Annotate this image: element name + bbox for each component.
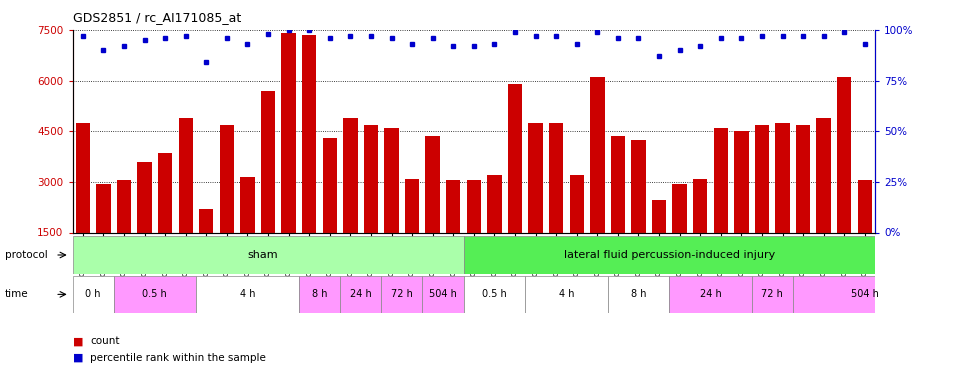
Bar <box>423 276 463 313</box>
Bar <box>611 136 625 283</box>
Bar <box>590 77 604 283</box>
Bar <box>754 124 769 283</box>
Bar <box>463 236 875 274</box>
Text: ■: ■ <box>73 336 83 346</box>
Bar <box>73 236 463 274</box>
Bar <box>179 118 193 283</box>
Bar <box>837 77 852 283</box>
Bar <box>467 180 481 283</box>
Text: protocol: protocol <box>5 250 47 260</box>
Bar <box>607 276 669 313</box>
Bar <box>196 276 299 313</box>
Text: 24 h: 24 h <box>699 290 721 299</box>
Bar <box>364 124 378 283</box>
Bar <box>75 123 90 283</box>
Bar <box>323 138 337 283</box>
Text: 0.5 h: 0.5 h <box>482 290 507 299</box>
Text: 72 h: 72 h <box>761 290 783 299</box>
Bar <box>425 136 440 283</box>
Bar <box>816 118 831 283</box>
Text: sham: sham <box>248 250 278 260</box>
Bar <box>487 175 502 283</box>
Text: 504 h: 504 h <box>429 290 456 299</box>
Bar <box>405 178 420 283</box>
Bar <box>672 184 687 283</box>
Text: 504 h: 504 h <box>851 290 879 299</box>
Text: ■: ■ <box>73 353 83 363</box>
Bar <box>796 124 810 283</box>
Bar <box>669 276 751 313</box>
Bar <box>463 276 525 313</box>
Bar <box>281 33 296 283</box>
Bar <box>96 184 110 283</box>
Text: percentile rank within the sample: percentile rank within the sample <box>90 353 266 363</box>
Text: 0 h: 0 h <box>85 290 101 299</box>
Bar <box>343 118 358 283</box>
Bar <box>299 276 340 313</box>
Text: 24 h: 24 h <box>350 290 371 299</box>
Bar <box>751 276 793 313</box>
Bar <box>240 177 254 283</box>
Bar <box>302 35 316 283</box>
Bar <box>199 209 214 283</box>
Bar <box>858 180 872 283</box>
Bar <box>570 175 584 283</box>
Bar <box>137 162 152 283</box>
Bar <box>652 200 666 283</box>
Bar <box>714 128 728 283</box>
Bar <box>776 123 790 283</box>
Text: time: time <box>5 290 28 299</box>
Bar <box>508 84 522 283</box>
Text: GDS2851 / rc_AI171085_at: GDS2851 / rc_AI171085_at <box>73 11 241 24</box>
Bar <box>693 178 708 283</box>
Text: count: count <box>90 336 120 346</box>
Bar <box>525 276 607 313</box>
Bar <box>114 276 196 313</box>
Bar <box>381 276 423 313</box>
Bar <box>631 140 646 283</box>
Text: 0.5 h: 0.5 h <box>142 290 167 299</box>
Text: 4 h: 4 h <box>240 290 255 299</box>
Bar <box>261 91 276 283</box>
Text: 8 h: 8 h <box>311 290 327 299</box>
Bar <box>117 180 132 283</box>
Bar <box>73 276 114 313</box>
Bar <box>158 153 172 283</box>
Bar <box>734 131 748 283</box>
Bar <box>220 124 234 283</box>
Text: 4 h: 4 h <box>559 290 574 299</box>
Bar <box>793 276 937 313</box>
Text: 72 h: 72 h <box>391 290 413 299</box>
Bar <box>446 180 460 283</box>
Bar <box>384 128 398 283</box>
Text: 8 h: 8 h <box>630 290 646 299</box>
Bar <box>528 123 542 283</box>
Text: lateral fluid percussion-induced injury: lateral fluid percussion-induced injury <box>564 250 775 260</box>
Bar <box>340 276 381 313</box>
Bar <box>549 123 564 283</box>
